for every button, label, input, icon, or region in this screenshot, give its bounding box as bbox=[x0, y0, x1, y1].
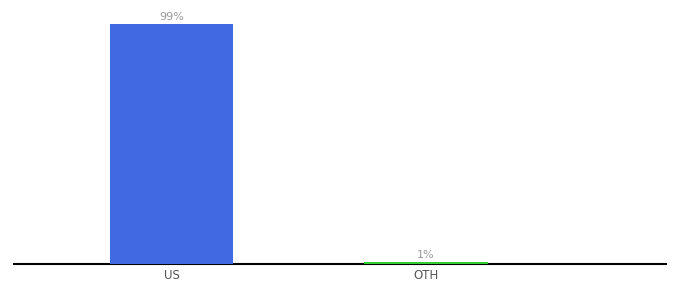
Bar bbox=[109, 24, 233, 264]
Bar bbox=[364, 262, 488, 264]
Text: 99%: 99% bbox=[159, 12, 184, 22]
Text: 1%: 1% bbox=[417, 250, 435, 260]
